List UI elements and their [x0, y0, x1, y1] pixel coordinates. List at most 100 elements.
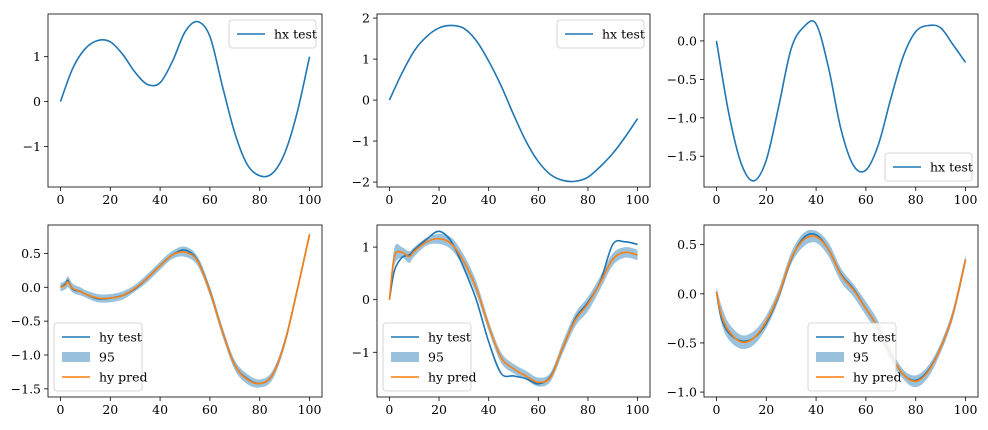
y-tick-label: 0 — [33, 94, 41, 109]
plot-area — [715, 20, 967, 182]
x-tick-label: 20 — [102, 192, 118, 207]
legend-label: hx test — [930, 160, 973, 175]
axes-frame — [376, 224, 651, 398]
x-tick-label: 80 — [580, 402, 596, 417]
subplot-3: 0 20 40 60 80 100 −1.5 −1.0 −0.5 0.0 hx test — [667, 13, 979, 207]
y-tick-label: −0.5 — [667, 335, 697, 350]
y-tick-label: −1 — [23, 139, 41, 154]
legend-label: hx test — [274, 27, 317, 42]
x-tick-label: 0 — [712, 402, 720, 417]
subplot-5: 0 20 40 60 80 100 −1 0 1 hy test 95 hy pred — [352, 224, 651, 417]
legend: hy test 95 hy pred — [53, 322, 147, 392]
legend: hx test — [884, 152, 973, 182]
x-tick-label: 80 — [908, 402, 924, 417]
x-tick-label: 40 — [481, 192, 497, 207]
y-tick-label: 0.0 — [677, 33, 697, 48]
y-tick-label: 1 — [33, 49, 41, 64]
x-tick-label: 40 — [808, 192, 824, 207]
plot-area — [59, 231, 311, 388]
y-tick-label: 0.0 — [677, 286, 697, 301]
y-tick-label: −1 — [352, 134, 370, 149]
y-tick-label: −1.5 — [667, 149, 697, 164]
y-tick-label: −1.0 — [667, 110, 697, 125]
x-tick-label: 60 — [202, 402, 218, 417]
x-tick-label: 60 — [858, 192, 874, 207]
legend-label: 95 — [853, 350, 869, 365]
legend-label: hy pred — [853, 370, 901, 385]
y-tick-label: 0 — [362, 292, 370, 307]
x-tick-label: 100 — [626, 402, 650, 417]
x-tick-label: 0 — [56, 192, 64, 207]
y-tick-label: 0 — [362, 93, 370, 108]
x-tick-label: 40 — [481, 402, 497, 417]
legend-label: 95 — [428, 350, 444, 365]
legend-label: hy test — [428, 330, 471, 345]
x-tick-label: 100 — [954, 402, 978, 417]
y-tick-label: −1 — [352, 345, 370, 360]
axes-frame — [376, 13, 651, 188]
x-tick-label: 100 — [298, 402, 322, 417]
series-line-hy-pred — [715, 235, 967, 383]
series-line-hx-test — [715, 20, 967, 182]
y-tick-label: 2 — [362, 11, 370, 26]
x-tick-label: 60 — [530, 192, 546, 207]
x-tick-label: 100 — [626, 192, 650, 207]
x-tick-label: 40 — [152, 192, 168, 207]
y-tick-label: −1.0 — [667, 385, 697, 400]
series-line-hy-pred — [388, 237, 638, 384]
x-tick-label: 100 — [298, 192, 322, 207]
legend-label: hy test — [99, 330, 142, 345]
x-tick-label: 60 — [530, 402, 546, 417]
legend-swatch-95 — [816, 352, 844, 362]
series-line-hy-pred — [60, 234, 311, 385]
legend-box — [382, 322, 472, 392]
legend-label: hy test — [853, 330, 896, 345]
legend-label: 95 — [99, 350, 115, 365]
axes-frame — [47, 224, 323, 398]
series-line-hx-test — [388, 24, 639, 183]
subplot-2: 0 20 40 60 80 100 −2 −1 0 1 2 hx test — [352, 11, 651, 207]
x-tick-label: 80 — [580, 192, 596, 207]
legend-box — [807, 322, 897, 392]
plot-area — [715, 229, 967, 388]
x-tick-label: 0 — [385, 192, 393, 207]
y-tick-label: 0.0 — [21, 280, 41, 295]
legend-box — [228, 19, 317, 49]
series-line-hx-test — [59, 20, 311, 178]
subplot-4: 0 20 40 60 80 100−1.5−1.0−0.50.00.5hy test95h… — [11, 224, 323, 417]
x-tick-label: 60 — [202, 192, 218, 207]
x-tick-label: 80 — [252, 192, 268, 207]
legend: hx test — [556, 19, 645, 49]
x-tick-label: 0 — [712, 192, 720, 207]
x-tick-label: 40 — [808, 402, 824, 417]
plot-area — [59, 20, 311, 178]
x-tick-label: 0 — [385, 402, 393, 417]
legend-label: hy pred — [428, 370, 476, 385]
x-tick-label: 40 — [152, 402, 168, 417]
y-tick-label: 0.5 — [21, 246, 41, 261]
y-tick-label: −0.5 — [11, 314, 41, 329]
x-tick-label: 20 — [431, 402, 447, 417]
legend: hx test — [228, 19, 317, 49]
y-tick-label: −1.0 — [11, 348, 41, 363]
legend: hy test 95 hy pred — [807, 322, 901, 392]
y-tick-label: 1 — [362, 240, 370, 255]
axes-frame — [47, 13, 323, 188]
plot-area — [388, 230, 638, 387]
legend-box — [884, 152, 973, 182]
x-tick-label: 20 — [431, 192, 447, 207]
legend-swatch-95 — [62, 352, 90, 362]
y-tick-label: 0.5 — [677, 237, 697, 252]
x-tick-label: 20 — [758, 192, 774, 207]
legend-label: hx test — [602, 27, 645, 42]
x-tick-label: 100 — [954, 192, 978, 207]
x-tick-label: 0 — [56, 402, 64, 417]
x-tick-label: 20 — [102, 402, 118, 417]
legend-box — [53, 322, 143, 392]
axes-frame — [703, 224, 979, 398]
y-tick-label: −2 — [352, 175, 370, 190]
y-tick-label: 1 — [362, 52, 370, 67]
axes-frame — [703, 13, 979, 188]
x-tick-label: 80 — [252, 402, 268, 417]
